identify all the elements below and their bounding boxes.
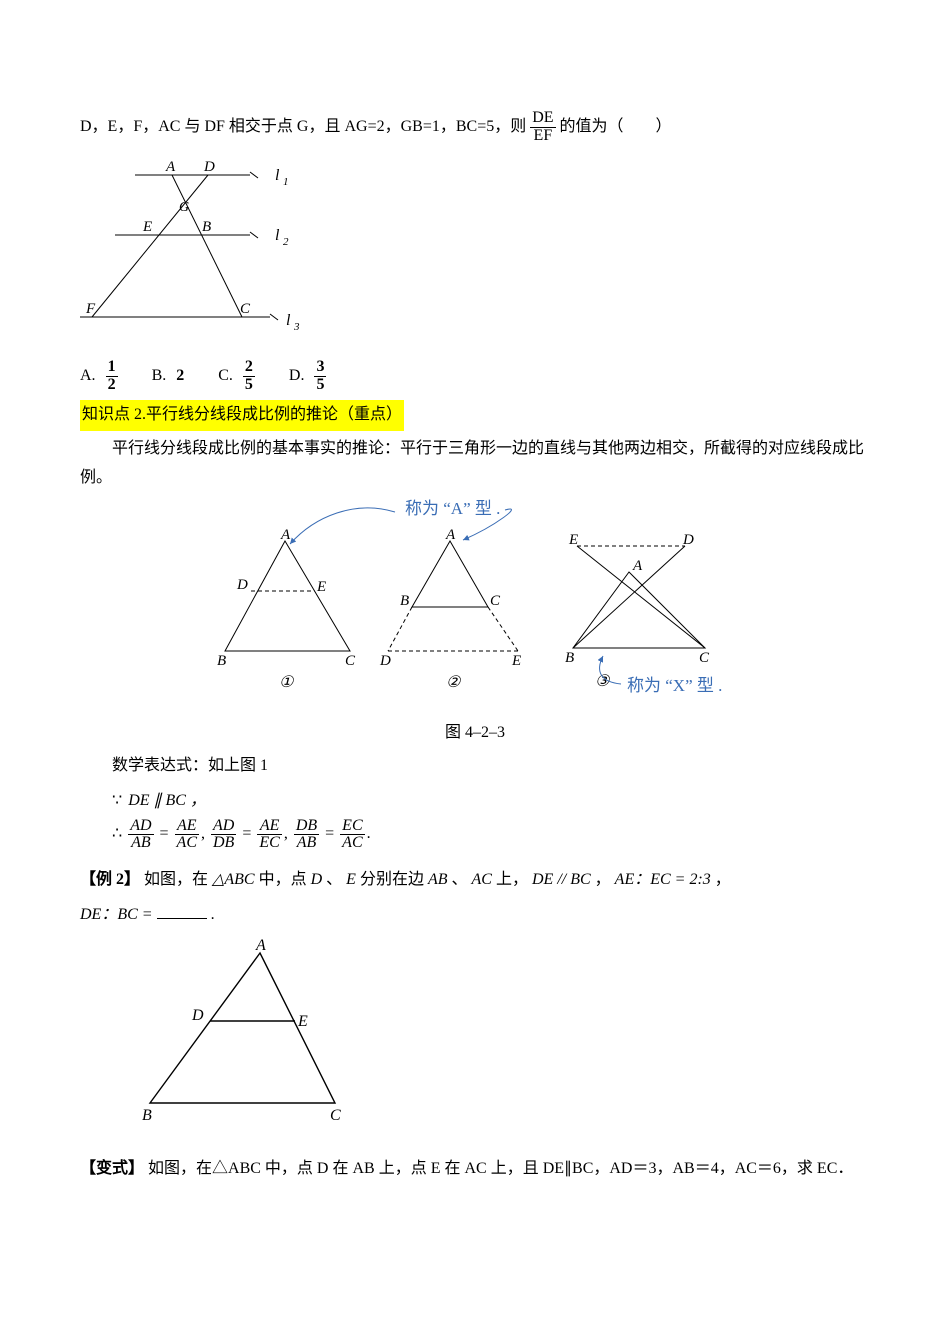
svg-text:1: 1 [283, 176, 289, 188]
variant-body: 如图，在△ABC 中，点 D 在 AB 上，点 E 在 AC 上，且 DE∥BC… [148, 1160, 853, 1177]
svg-text:E: E [316, 579, 326, 595]
a-type-label: 称为 “A” 型 . [405, 499, 500, 518]
svg-text:D: D [191, 1007, 204, 1024]
svg-text:D: D [203, 159, 215, 175]
svg-text:D: D [682, 532, 694, 548]
variant-problem: 【变式】 如图，在△ABC 中，点 D 在 AB 上，点 E 在 AC 上，且 … [80, 1155, 870, 1184]
svg-text:B: B [565, 650, 574, 666]
svg-text:3: 3 [293, 321, 300, 333]
svg-text:l: l [286, 312, 291, 329]
option-d: D. 3 5 [289, 359, 327, 394]
diagram-triangle-abc-de: A D E B C [140, 938, 870, 1139]
figure-4-2-3: 称为 “A” 型 . A D E B C ① A B [80, 496, 870, 748]
svg-text:C: C [345, 653, 356, 669]
option-b: B. 2 [152, 362, 185, 391]
example-2: 【例 2】 如图，在 △ABC 中，点 D 、 E 分别在边 AB 、 AC 上… [80, 866, 870, 895]
svg-text:C: C [490, 593, 501, 609]
figure-caption: 图 4–2–3 [80, 719, 870, 748]
svg-text:E: E [511, 653, 521, 669]
options-row: A. 1 2 B. 2 C. 2 5 D. 3 5 [80, 359, 870, 394]
svg-text:E: E [142, 219, 152, 235]
option-c: C. 2 5 [218, 359, 255, 394]
svg-text:E: E [297, 1013, 308, 1030]
label-g: G [179, 200, 189, 215]
page: D，E，F，AC 与 DF 相交于点 G，且 AG=2，GB=1，BC=5，则 … [0, 0, 950, 1344]
svg-text:l: l [275, 167, 280, 184]
variant-tag: 【变式】 [80, 1160, 144, 1177]
fill-blank[interactable] [157, 902, 207, 919]
svg-text:C: C [240, 301, 251, 317]
svg-text:B: B [217, 653, 226, 669]
svg-text:B: B [400, 593, 409, 609]
diagram-three-parallel-lines: G A D E B F C l1 l2 l3 [80, 155, 870, 356]
question-stem-line: D，E，F，AC 与 DF 相交于点 G，且 AG=2，GB=1，BC=5，则 … [80, 110, 870, 145]
fraction-de-ef: DE EF [530, 110, 555, 145]
svg-text:②: ② [446, 674, 462, 691]
svg-text:B: B [142, 1107, 152, 1124]
therefore-line: ∴ ADAB = AEAC , ADDB = AEEC , DBAB = ECA… [112, 818, 870, 853]
stem-prefix: D，E，F，AC 与 DF 相交于点 G，且 AG=2，GB=1，BC=5，则 [80, 118, 526, 135]
stem-suffix: 的值为（ ） [560, 118, 672, 135]
svg-text:A: A [255, 938, 266, 954]
svg-text:F: F [85, 301, 96, 317]
svg-text:A: A [280, 527, 291, 543]
frac-den: EF [530, 128, 555, 145]
svg-text:①: ① [279, 674, 295, 691]
svg-text:C: C [699, 650, 710, 666]
example-2-line2: DE：BC = . [80, 901, 870, 930]
svg-text:D: D [379, 653, 391, 669]
svg-text:D: D [236, 577, 248, 593]
svg-text:A: A [445, 527, 456, 543]
example-2-tag: 【例 2】 [80, 871, 140, 888]
svg-text:2: 2 [283, 236, 289, 248]
option-a: A. 1 2 [80, 359, 118, 394]
svg-text:E: E [568, 532, 578, 548]
because-line: ∵ DE ∥ BC ， [112, 787, 870, 816]
knowledge-point-title: 知识点 2.平行线分线段成比例的推论（重点） [80, 394, 870, 431]
svg-text:l: l [275, 227, 280, 244]
svg-text:A: A [632, 558, 643, 574]
de-parallel-bc: DE ∥ BC ， [128, 787, 206, 816]
frac-num: DE [530, 110, 555, 128]
math-heading: 数学表达式：如上图 1 [80, 752, 870, 781]
svg-text:B: B [202, 219, 211, 235]
knowledge-point-paragraph: 平行线分线段成比例的基本事实的推论：平行于三角形一边的直线与其他两边相交，所截得… [80, 435, 870, 493]
x-type-label: 称为 “X” 型 . [627, 676, 722, 695]
svg-text:C: C [330, 1107, 341, 1124]
svg-text:A: A [165, 159, 176, 175]
